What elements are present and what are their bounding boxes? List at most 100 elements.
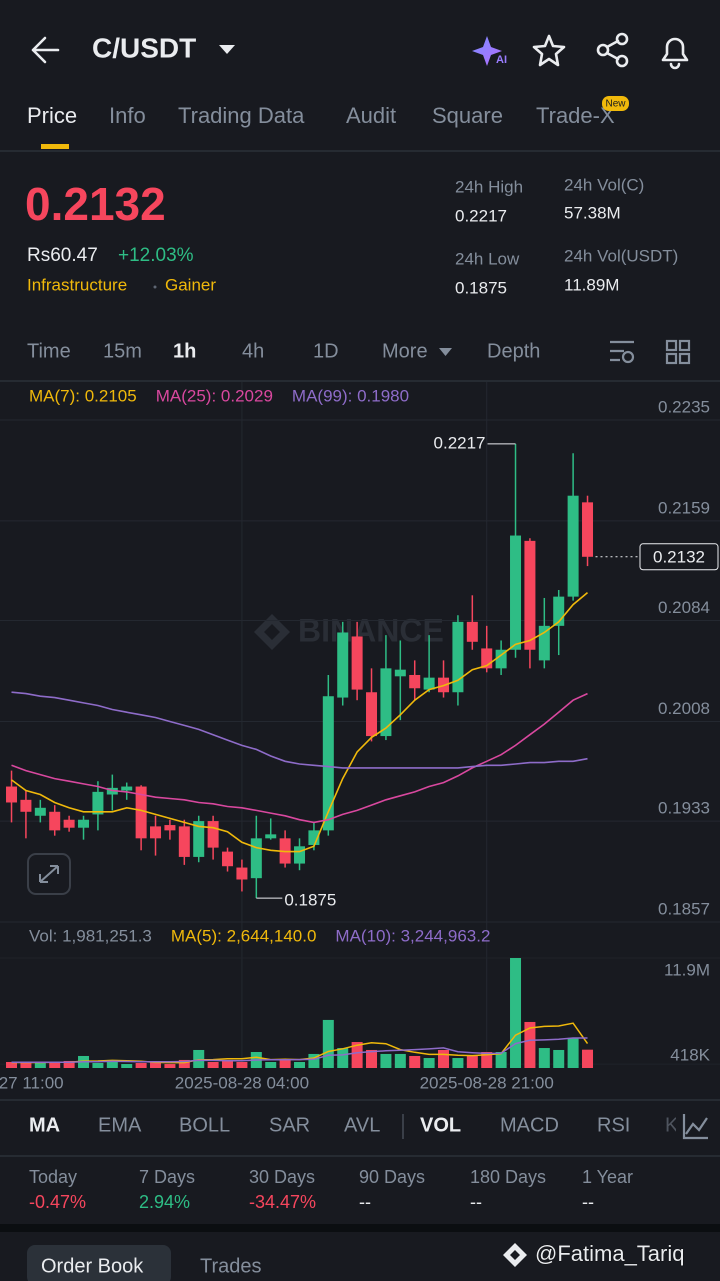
share-button[interactable] (596, 32, 629, 68)
tab[interactable]: Square (432, 103, 503, 128)
ma-line (11, 691, 588, 769)
bottom-tab[interactable]: Trades (200, 1255, 262, 1277)
pair-title[interactable]: C/USDT (92, 32, 196, 63)
period-value: -- (470, 1192, 482, 1212)
period-value: -0.47% (29, 1192, 86, 1212)
volume-bar (380, 1053, 392, 1068)
stat-value: 0.1875 (455, 278, 507, 297)
volume-bar (236, 1061, 248, 1068)
interval[interactable]: Time (27, 340, 71, 362)
stat-value: 57.38M (564, 203, 621, 222)
volume-bar (438, 1049, 450, 1068)
volume-bar (351, 1042, 363, 1068)
candle-body (207, 821, 219, 848)
tab[interactable]: Info (109, 103, 146, 128)
volume-bar (322, 1019, 334, 1068)
candle-body (481, 648, 493, 669)
interval[interactable]: More (382, 340, 428, 362)
candle-body (567, 495, 579, 597)
chart-settings-button[interactable] (610, 340, 635, 364)
volume-bar (135, 1063, 147, 1068)
indicator-tab[interactable]: AVL (344, 1114, 380, 1136)
stat-label: 24h Vol(C) (564, 175, 644, 194)
indicator-tab[interactable]: RSI (597, 1114, 630, 1136)
volume-plot (6, 958, 594, 1068)
volume-bar (567, 1037, 579, 1068)
candle-body (538, 625, 550, 661)
candle-body (351, 636, 363, 690)
stat-label: 24h Low (455, 249, 520, 268)
interval[interactable]: 1D (313, 340, 339, 362)
ai-badge: AI (496, 54, 507, 66)
ai-icon[interactable] (472, 36, 502, 66)
current-price-label: 0.2132 (653, 547, 705, 566)
indicator-settings[interactable] (682, 1114, 708, 1140)
candle-body (222, 851, 234, 867)
tab[interactable]: Audit (346, 103, 396, 128)
new-badge (602, 96, 629, 111)
indicator-tab[interactable]: MA (29, 1114, 60, 1136)
legend-entry: MA(7): 0.2105 (29, 386, 137, 405)
candle-body (78, 819, 90, 828)
volume-bar (510, 958, 522, 1068)
candle-body (250, 838, 262, 879)
expand-button[interactable] (27, 853, 71, 895)
candle-body (63, 819, 75, 828)
back-button[interactable] (31, 36, 60, 64)
watermark: BINANCE (254, 612, 444, 650)
volume-bar (366, 1049, 378, 1068)
pair-dropdown[interactable] (219, 45, 235, 54)
indicator-tab[interactable]: SAR (269, 1114, 310, 1136)
indicator-tab[interactable]: EMA (98, 1114, 142, 1136)
section-gap (0, 1224, 720, 1232)
interval[interactable]: 4h (242, 340, 264, 362)
interval[interactable]: 1h (173, 340, 196, 362)
low-annotation: 0.1875 (284, 891, 336, 910)
alert-button[interactable] (661, 37, 689, 70)
volume-bar (553, 1049, 565, 1068)
watermark-text: BINANCE (298, 612, 444, 648)
candle-body (495, 649, 507, 669)
indicator-tab[interactable]: VOL (420, 1114, 461, 1136)
volume-bar (279, 1059, 291, 1068)
more-caret (439, 348, 452, 356)
volume-bar (178, 1059, 190, 1068)
layout-button[interactable] (665, 339, 691, 365)
share-node (596, 43, 610, 57)
indicator-tab[interactable]: MACD (500, 1114, 559, 1136)
y-tick-label: 11.9M (664, 960, 710, 979)
volume-bar (20, 1063, 32, 1068)
volume-bar (6, 1061, 18, 1068)
active-bottom-tab (27, 1245, 171, 1281)
legend-entry: MA(5): 2,644,140.0 (171, 926, 317, 945)
indicator-tab[interactable]: BOLL (179, 1114, 230, 1136)
candle-body (236, 867, 248, 880)
price-plot (6, 443, 594, 899)
volume-ma-line (11, 1037, 588, 1064)
handle-logo (503, 1243, 527, 1267)
fiat-price: Rs60.47 (27, 245, 98, 266)
candle-body (135, 786, 147, 839)
candle-body (380, 668, 392, 737)
interval[interactable]: 15m (103, 340, 142, 362)
favorite-button[interactable] (532, 34, 566, 67)
tab[interactable]: Trading Data (178, 103, 305, 128)
volume-bar (150, 1061, 162, 1068)
ma-line (11, 591, 589, 853)
bottom-tab[interactable]: Order Book (41, 1255, 144, 1277)
tag[interactable]: Infrastructure (27, 275, 127, 294)
legend-entry: MA(25): 0.2029 (156, 386, 273, 405)
period-value: 2.94% (139, 1192, 190, 1212)
tab[interactable]: Trade-X (536, 103, 615, 128)
new-badge-text: New (605, 99, 626, 110)
interval[interactable]: Depth (487, 340, 540, 362)
grid (0, 382, 720, 1068)
y-tick-label: 0.1933 (658, 799, 710, 818)
tab[interactable]: Price (27, 103, 77, 128)
layout-cell (678, 352, 691, 365)
period-label: 1 Year (582, 1167, 633, 1187)
tag[interactable]: Gainer (165, 275, 216, 294)
candle-body (178, 826, 190, 857)
x-tick-label: 2025-08-27 11:00 (0, 1073, 64, 1092)
